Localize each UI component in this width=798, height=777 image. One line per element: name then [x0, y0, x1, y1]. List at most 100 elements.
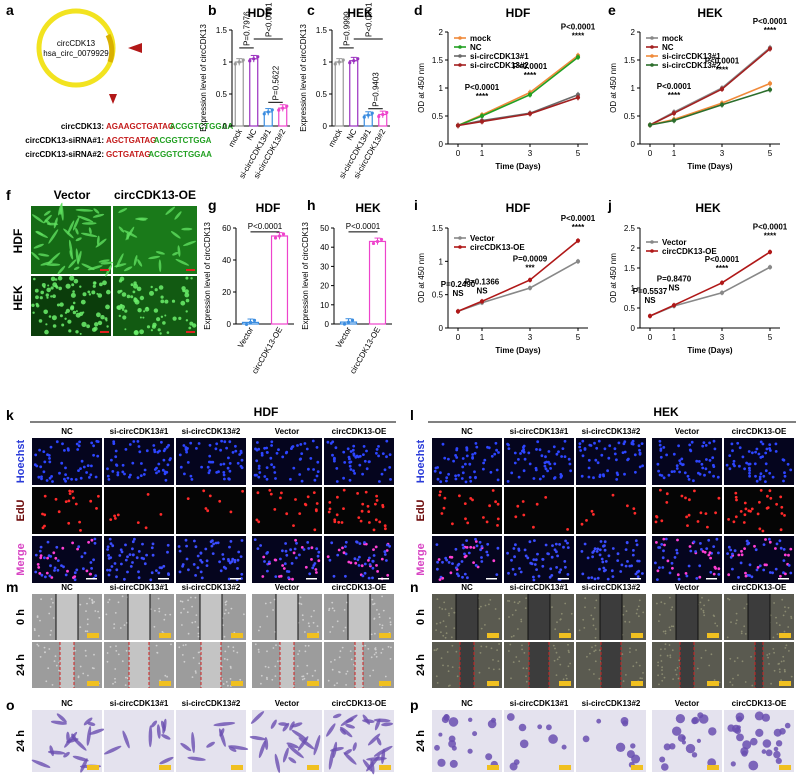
i-legend-marker [458, 236, 462, 240]
stained-cell [103, 745, 122, 755]
nucleus [478, 540, 482, 544]
nucleus [447, 561, 451, 564]
nucleus [611, 575, 615, 578]
cell [91, 601, 94, 604]
stained-cell [274, 753, 281, 773]
stained-cell [736, 733, 744, 742]
nucleus [73, 578, 77, 582]
cell [229, 678, 232, 680]
n-wound [529, 642, 549, 688]
cell [87, 674, 89, 677]
cell [735, 619, 738, 622]
nucleus [460, 560, 464, 563]
nucleus [613, 447, 617, 451]
nucleus [717, 567, 721, 571]
cell [197, 651, 200, 654]
nucleus [76, 547, 79, 551]
stained-cell [696, 738, 702, 744]
h-point [371, 241, 376, 246]
nucleus [465, 454, 469, 458]
nucleus [359, 519, 363, 523]
nucleus [460, 477, 464, 480]
cell [498, 668, 501, 671]
cell [107, 601, 109, 604]
nucleus [443, 456, 447, 460]
e-series-line [649, 88, 771, 126]
cell [373, 617, 376, 620]
nucleus [115, 575, 118, 579]
cell [64, 317, 67, 320]
b-y-tick-label: 0 [223, 122, 228, 131]
nucleus [221, 553, 225, 556]
nucleus [507, 447, 511, 450]
nucleus [533, 563, 537, 566]
circrna-diagram [36, 8, 142, 88]
nucleus [757, 452, 761, 456]
nucleus [200, 465, 204, 469]
nucleus [549, 467, 552, 470]
nucleus [107, 478, 111, 481]
nucleus [586, 556, 590, 560]
scale-bar [707, 633, 719, 638]
stained-cell [518, 723, 527, 732]
nucleus [41, 526, 45, 530]
nucleus [594, 458, 598, 462]
cell [672, 625, 675, 628]
cell [664, 643, 667, 646]
stained-cell [282, 722, 290, 732]
cell [520, 618, 523, 621]
nucleus [157, 469, 161, 473]
nucleus [51, 480, 54, 483]
nucleus [265, 477, 269, 481]
nucleus [486, 542, 490, 546]
cell [300, 603, 303, 605]
stained-cell [49, 745, 54, 757]
nucleus [107, 557, 111, 560]
nucleus [185, 448, 188, 452]
nucleus [564, 565, 567, 569]
nucleus [178, 549, 182, 553]
nucleus [367, 559, 370, 562]
f-row-hdf: HDF [11, 229, 25, 254]
cell [331, 607, 334, 610]
cell [194, 670, 197, 673]
panel-label-k: k [6, 407, 14, 423]
cell [450, 607, 453, 610]
nucleus [514, 543, 517, 547]
m-wound [201, 642, 221, 688]
stained-cell [376, 737, 382, 746]
nucleus [330, 541, 334, 545]
cell [773, 602, 775, 604]
nucleus [206, 465, 210, 469]
nucleus [706, 525, 709, 529]
cell [266, 678, 268, 680]
nucleus [527, 451, 531, 455]
nucleus [63, 449, 66, 452]
h-y-tick-label: 50 [320, 224, 329, 233]
cell [114, 677, 116, 680]
nucleus [737, 553, 741, 557]
nucleus [270, 444, 273, 447]
d-point [455, 123, 461, 128]
cell [97, 320, 103, 326]
nucleus [659, 449, 663, 452]
cell [447, 685, 450, 687]
nucleus [616, 552, 620, 556]
cell [733, 660, 736, 663]
scale-bar [558, 578, 569, 580]
nucleus [349, 450, 353, 453]
cell [623, 605, 625, 608]
h-point [342, 322, 347, 326]
cell [310, 615, 313, 618]
l-row-label: Hoechst [415, 439, 427, 483]
nucleus [388, 466, 392, 469]
stained-cell [472, 731, 478, 737]
nucleus [54, 497, 58, 501]
c-point [366, 113, 370, 117]
nucleus [364, 490, 368, 494]
cell [166, 675, 169, 678]
p-col-label: si-circCDK13#1 [510, 699, 569, 708]
nucleus [566, 541, 569, 545]
d-ann-p: P<0.0001 [465, 83, 500, 92]
title-j: HEK [695, 201, 721, 215]
